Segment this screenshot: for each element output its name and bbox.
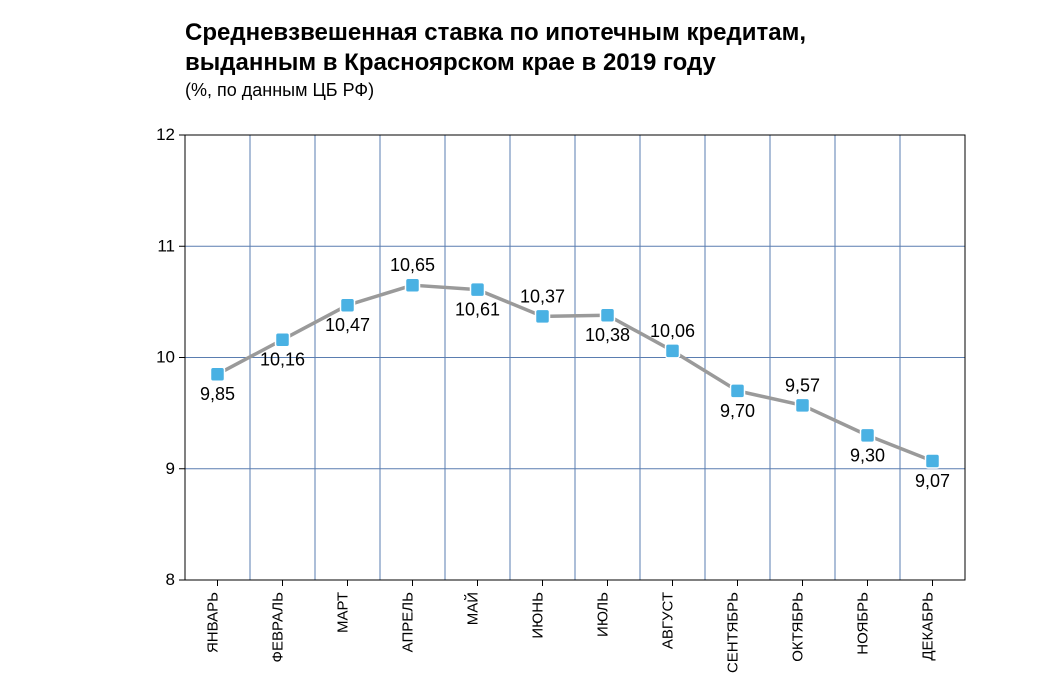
data-label: 9,70 xyxy=(720,401,755,421)
data-marker xyxy=(471,283,485,297)
line-chart: 8 9 10 11 12 ЯНВАРЬ ФЕВРАЛЬ МАРТ АПРЕЛЬ МАЙ ИЮНЬ ИЮ… xyxy=(0,0,1050,700)
y-tick-label: 10 xyxy=(156,348,175,367)
x-tick-label: МАЙ xyxy=(464,592,482,625)
x-tick-label: АВГУСТ xyxy=(660,592,677,649)
data-marker xyxy=(276,333,290,347)
x-tick-label: ОКТЯБРЬ xyxy=(790,592,807,662)
x-tick-label: СЕНТЯБРЬ xyxy=(725,592,742,673)
data-marker xyxy=(926,454,940,468)
x-tick-label: ФЕВРАЛЬ xyxy=(270,592,287,663)
data-label: 10,16 xyxy=(260,350,305,370)
y-tick-label: 11 xyxy=(157,236,175,255)
data-label: 9,07 xyxy=(915,471,950,491)
data-label: 9,30 xyxy=(850,445,885,465)
x-tick-label: НОЯБРЬ xyxy=(855,592,872,655)
data-marker xyxy=(666,344,680,358)
data-label: 10,47 xyxy=(325,315,370,335)
x-tick-label: ИЮЛЬ xyxy=(595,592,612,637)
data-marker xyxy=(861,428,875,442)
data-label: 9,57 xyxy=(785,375,820,395)
data-label: 10,38 xyxy=(585,325,630,345)
data-label: 9,85 xyxy=(200,384,235,404)
y-tick-label: 9 xyxy=(166,459,175,478)
data-label: 10,06 xyxy=(650,321,695,341)
data-label: 10,65 xyxy=(390,255,435,275)
y-tick-label: 12 xyxy=(156,125,175,144)
data-marker xyxy=(601,308,615,322)
data-label: 10,61 xyxy=(455,300,500,320)
data-marker xyxy=(796,398,810,412)
data-marker xyxy=(536,309,550,323)
x-tick-label: ЯНВАРЬ xyxy=(205,592,222,653)
y-tick-label: 8 xyxy=(166,570,175,589)
data-marker xyxy=(341,298,355,312)
x-tick-label: МАРТ xyxy=(335,592,352,633)
x-tick-label: АПРЕЛЬ xyxy=(400,592,417,652)
data-marker xyxy=(211,367,225,381)
data-label: 10,37 xyxy=(520,286,565,306)
x-tick-label: ИЮНЬ xyxy=(530,592,547,639)
data-marker xyxy=(731,384,745,398)
data-marker xyxy=(406,278,420,292)
x-tick-label: ДЕКАБРЬ xyxy=(920,592,937,661)
